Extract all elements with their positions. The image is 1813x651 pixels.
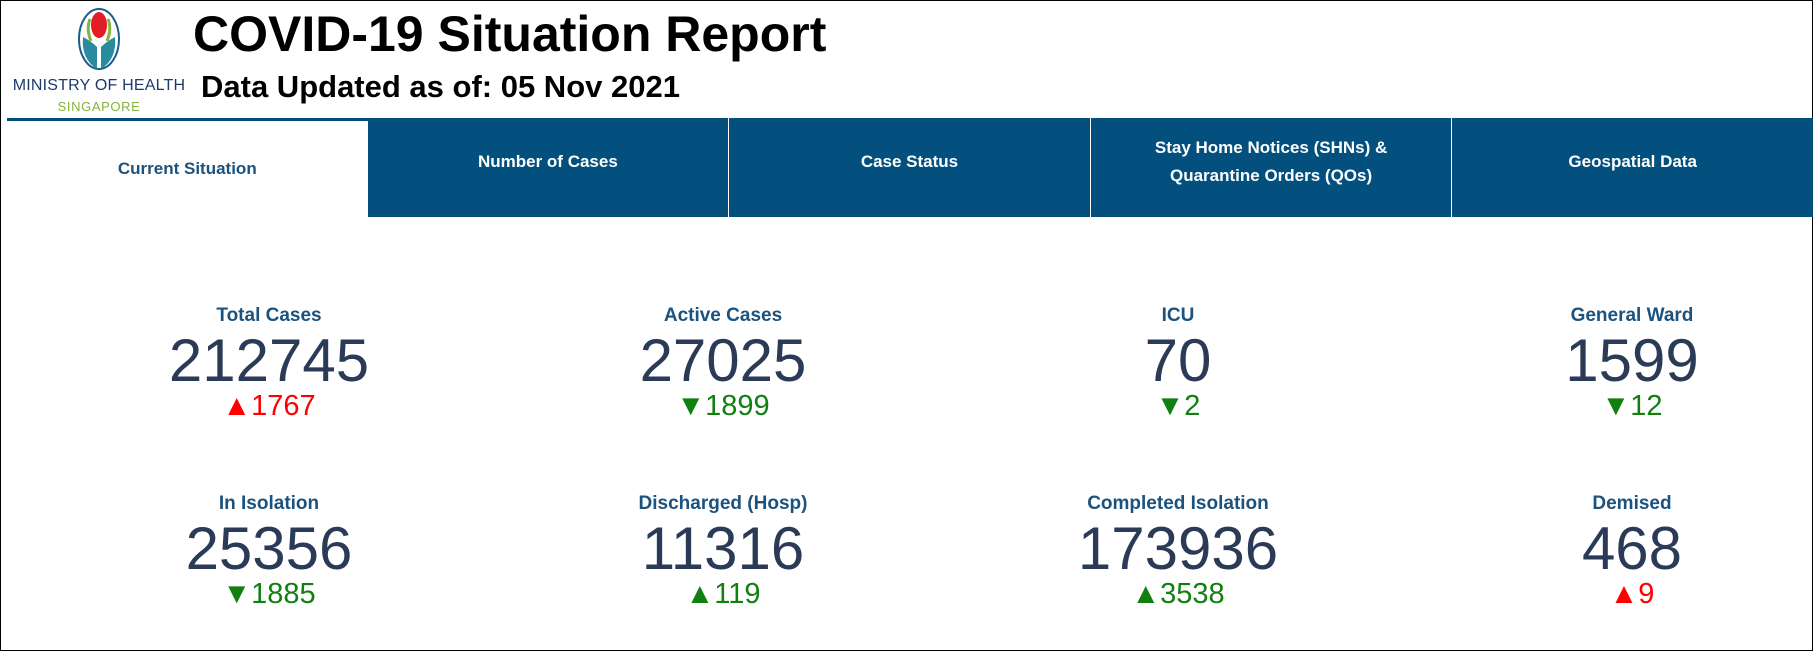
tab-shn-qo-label: Stay Home Notices (SHNs) & Quarantine Or… (1154, 137, 1388, 185)
stat-value: 25356 (185, 515, 353, 582)
stat-delta: ▲3538 (1131, 578, 1225, 610)
tab-current-situation[interactable]: Current Situation (7, 118, 368, 217)
stat-label: Completed Isolation (1087, 493, 1269, 514)
stat-value: 212745 (168, 327, 370, 394)
stat-completed-isolation: Completed Isolation 173936 ▲3538 (1028, 492, 1328, 610)
stat-label: General Ward (1570, 305, 1694, 326)
stat-delta: ▲119 (685, 578, 761, 610)
stat-label: Demised (1592, 493, 1672, 514)
logo-subtext: SINGAPORE (57, 99, 141, 114)
stat-value: 173936 (1077, 515, 1279, 582)
stat-value: 27025 (639, 327, 807, 394)
stat-delta: ▼12 (1601, 390, 1663, 422)
tab-shn-qo[interactable]: Stay Home Notices (SHNs) & Quarantine Or… (1089, 118, 1452, 217)
stat-demised: Demised 468 ▲9 (1482, 492, 1782, 610)
stat-icu: ICU 70 ▼2 (1028, 304, 1328, 422)
stat-value: 468 (1581, 515, 1683, 582)
tab-number-of-cases[interactable]: Number of Cases (367, 118, 729, 217)
page-title: COVID-19 Situation Report (193, 6, 827, 62)
stat-delta: ▼1885 (222, 578, 316, 610)
stat-active-cases: Active Cases 27025 ▼1899 (573, 304, 873, 422)
stat-in-isolation: In Isolation 25356 ▼1885 (119, 492, 419, 610)
tab-geospatial-data[interactable]: Geospatial Data (1451, 118, 1813, 217)
tab-bar: Current Situation Number of Cases Case S… (7, 118, 1813, 217)
stat-label: Active Cases (663, 305, 783, 326)
stat-label: Total Cases (216, 305, 322, 326)
stat-delta: ▼2 (1155, 390, 1201, 422)
stat-general-ward: General Ward 1599 ▼12 (1482, 304, 1782, 422)
tab-case-status[interactable]: Case Status (728, 118, 1090, 217)
stat-delta: ▲9 (1609, 578, 1655, 610)
stat-value: 11316 (641, 515, 805, 582)
moh-logo: MINISTRY OF HEALTH SINGAPORE (5, 7, 193, 114)
stat-total-cases: Total Cases 212745 ▲1767 (119, 304, 419, 422)
data-updated-date: Data Updated as of: 05 Nov 2021 (201, 69, 680, 104)
logo-text: MINISTRY OF HEALTH (12, 77, 186, 94)
stat-label: ICU (1161, 305, 1195, 326)
stat-delta: ▼1899 (676, 390, 770, 422)
moh-emblem-icon (78, 8, 120, 70)
stat-value: 70 (1144, 327, 1212, 394)
stat-delta: ▲1767 (222, 390, 316, 422)
stat-discharged-hosp: Discharged (Hosp) 11316 ▲119 (573, 492, 873, 610)
stat-value: 1599 (1565, 327, 1699, 394)
stat-label: In Isolation (218, 493, 320, 514)
stat-label: Discharged (Hosp) (638, 493, 808, 514)
